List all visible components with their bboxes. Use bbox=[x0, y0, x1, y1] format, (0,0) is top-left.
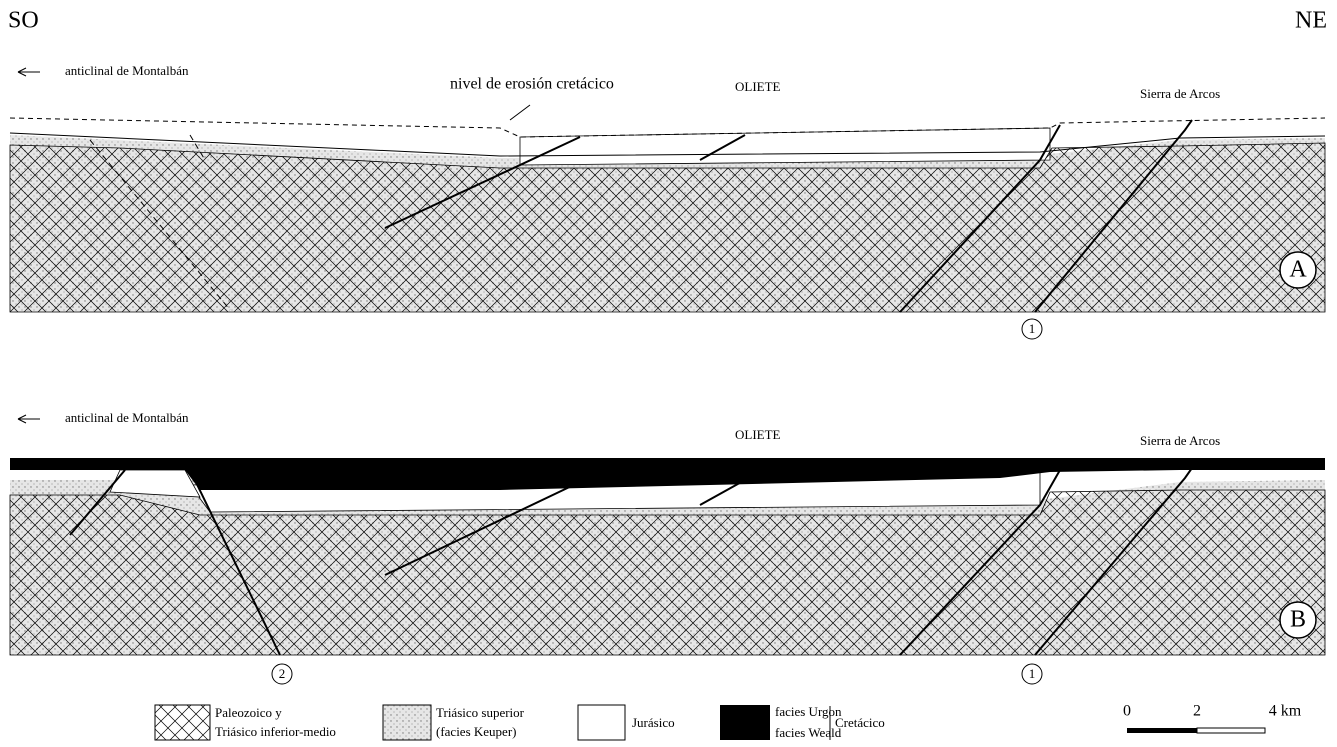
section-a: anticlinal de Montalbán nivel de erosión… bbox=[10, 63, 1325, 339]
legend-text: facies Weald bbox=[775, 725, 842, 740]
orientation-left: SO bbox=[8, 8, 39, 34]
legend-text: (facies Keuper) bbox=[436, 724, 516, 739]
cross-section-figure: SO NE anticlinal de Montalbán nivel de e… bbox=[0, 0, 1337, 747]
arrow-label: anticlinal de Montalbán bbox=[65, 410, 189, 425]
scale-label: 4 km bbox=[1269, 703, 1302, 720]
fault-number: 1 bbox=[1029, 666, 1036, 681]
range-label: Sierra de Arcos bbox=[1140, 86, 1220, 101]
legend: Paleozoico y Triásico inferior-medio Tri… bbox=[155, 704, 885, 740]
legend-text: Paleozoico y bbox=[215, 705, 282, 720]
section-b: anticlinal de Montalbán OLIETE Sierra de… bbox=[10, 410, 1325, 684]
legend-text: facies Urgon bbox=[775, 704, 842, 719]
orientation-right: NE bbox=[1295, 8, 1327, 34]
scale-label: 0 bbox=[1123, 703, 1131, 720]
scale-label: 2 bbox=[1193, 703, 1201, 720]
annotation: nivel de erosión cretácico bbox=[450, 76, 614, 93]
town-label: OLIETE bbox=[735, 427, 781, 442]
range-label: Sierra de Arcos bbox=[1140, 433, 1220, 448]
legend-text: Jurásico bbox=[632, 715, 675, 730]
scale-bar: 0 2 4 km bbox=[1123, 703, 1302, 733]
town-label: OLIETE bbox=[735, 79, 781, 94]
legend-text: Triásico inferior-medio bbox=[215, 724, 336, 739]
fault-number: 1 bbox=[1029, 321, 1036, 336]
arrow-label: anticlinal de Montalbán bbox=[65, 63, 189, 78]
section-label: A bbox=[1289, 257, 1307, 283]
legend-text: Cretácico bbox=[835, 715, 885, 730]
legend-text: Triásico superior bbox=[436, 705, 525, 720]
section-label: B bbox=[1290, 607, 1306, 633]
fault-number: 2 bbox=[279, 666, 286, 681]
